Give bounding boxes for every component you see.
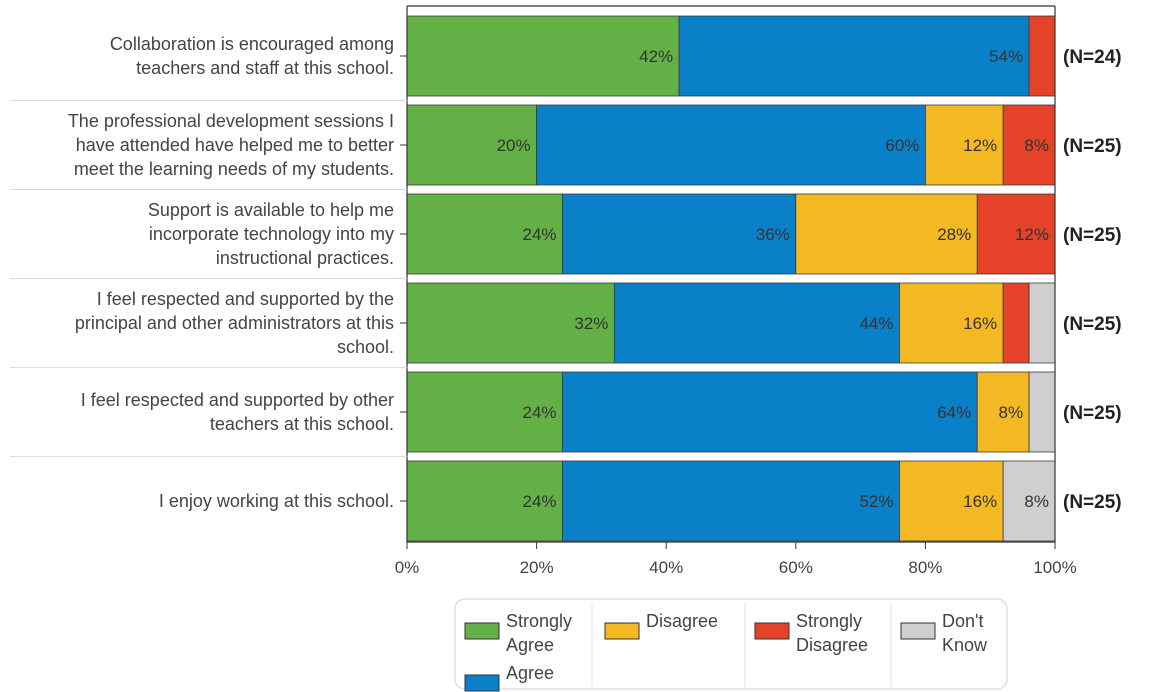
bar-segment [406, 104, 538, 186]
bar-segment [1028, 15, 1056, 97]
bar-segment [1028, 282, 1056, 364]
category-label: I feel respected and supported by the pri… [75, 289, 394, 357]
bar-segment [536, 104, 926, 186]
data-label: 24% [522, 492, 556, 511]
data-label: 8% [1024, 492, 1049, 511]
n-label: (N=25) [1063, 225, 1122, 246]
bars-layer: 42% 54% 20% 60% 12% 8% 24% 36% 28% 12% 32% 44% 16% 24… [406, 15, 1056, 542]
legend-label: Strongly Agree [506, 611, 572, 655]
bar-segment [678, 15, 1030, 97]
bar-segment [1028, 371, 1056, 453]
n-label: (N=25) [1063, 403, 1122, 424]
bar-segment [1002, 282, 1030, 364]
x-tick-label: 0% [395, 558, 420, 577]
data-label: 42% [639, 47, 673, 66]
bar-segment [899, 460, 1004, 542]
data-label: 64% [937, 403, 971, 422]
legend-label: Agree [506, 663, 554, 683]
bar-segment [976, 371, 1030, 453]
data-label: 36% [756, 225, 790, 244]
data-label: 20% [497, 136, 531, 155]
bar-segment [925, 104, 1004, 186]
category-label: I enjoy working at this school. [159, 491, 394, 511]
category-label: Collaboration is encouraged among teacher… [110, 34, 394, 78]
legend-swatch [604, 622, 640, 640]
bar-segment [562, 193, 797, 275]
data-label: 12% [1015, 225, 1049, 244]
legend: Strongly Agree Agree Disagree Strongly Disagr… [454, 598, 1008, 692]
n-label: (N=24) [1063, 47, 1122, 68]
data-label: 24% [522, 403, 556, 422]
legend-label: Strongly Disagree [796, 611, 868, 655]
x-tick-label: 100% [1033, 558, 1076, 577]
n-label: (N=25) [1063, 136, 1122, 157]
x-tick-label: 60% [779, 558, 813, 577]
bar-segment [976, 193, 1056, 275]
data-label: 16% [963, 492, 997, 511]
data-label: 12% [963, 136, 997, 155]
bar-segment [613, 282, 900, 364]
legend-box [454, 598, 1008, 690]
bar-segment [1002, 104, 1056, 186]
bar-segment [562, 460, 900, 542]
x-axis: 0% 20% 40% 60% 80% 100% [395, 5, 1077, 577]
category-label: Support is available to help me incorpora… [148, 200, 394, 268]
legend-label: Don't Know [942, 611, 988, 655]
x-tick-label: 40% [649, 558, 683, 577]
bar-segment [406, 460, 563, 542]
data-label: 28% [937, 225, 971, 244]
x-tick-label: 80% [908, 558, 942, 577]
data-label: 8% [1024, 136, 1049, 155]
n-label: (N=25) [1063, 492, 1122, 513]
bar-segment [562, 371, 978, 453]
data-label: 44% [859, 314, 893, 333]
legend-swatch [464, 674, 500, 692]
n-label: (N=25) [1063, 314, 1122, 335]
bar-segment [795, 193, 978, 275]
data-label: 32% [574, 314, 608, 333]
category-label: I feel respected and supported by other t… [81, 390, 394, 434]
data-label: 24% [522, 225, 556, 244]
bar-segment [899, 282, 1004, 364]
data-label: 60% [885, 136, 919, 155]
data-label: 8% [999, 403, 1024, 422]
legend-swatch [900, 622, 936, 640]
data-label: 16% [963, 314, 997, 333]
data-label: 54% [989, 47, 1023, 66]
data-label: 52% [859, 492, 893, 511]
legend-swatch [464, 622, 500, 640]
legend-swatch [754, 622, 790, 640]
category-labels: Collaboration is encouraged among teacher… [10, 34, 1122, 513]
x-tick-label: 20% [520, 558, 554, 577]
legend-label: Disagree [646, 611, 718, 631]
bar-segment [406, 193, 563, 275]
bar-segment [406, 15, 680, 97]
